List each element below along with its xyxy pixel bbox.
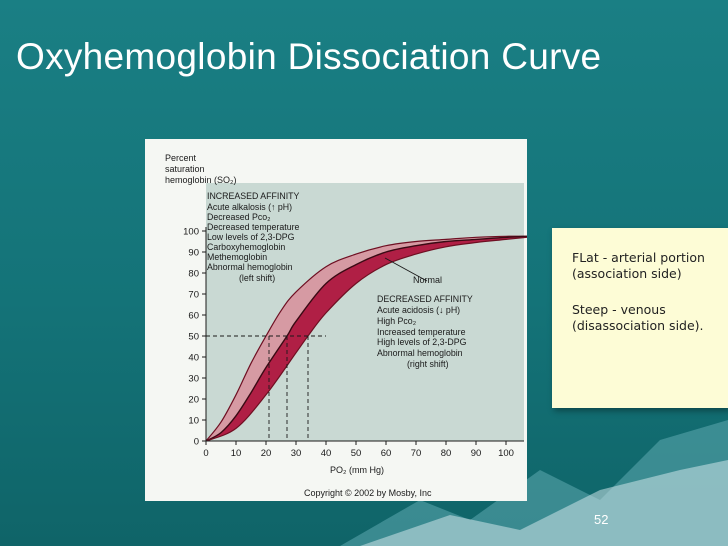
figure-panel: 0 10 20 30 40 50 60 70 80 90 100 0 10 20 30 40 50 60 70 80… bbox=[145, 139, 527, 501]
x-ticks: 0 10 20 30 40 50 60 70 80 90 100 bbox=[203, 441, 514, 459]
y-axis-label-1: Percent bbox=[165, 153, 197, 163]
increased-affinity-footer: (left shift) bbox=[239, 273, 275, 283]
copyright-text: Copyright © 2002 by Mosby, Inc bbox=[304, 488, 432, 498]
y-tick-label: 60 bbox=[188, 311, 199, 322]
right-shift-band bbox=[206, 236, 527, 441]
y-tick-label: 30 bbox=[188, 374, 199, 385]
decreased-affinity-item: High Pco₂ bbox=[377, 316, 416, 326]
y-tick-label: 100 bbox=[183, 227, 199, 238]
y-tick-label: 80 bbox=[188, 269, 199, 280]
curve-lines bbox=[205, 235, 527, 442]
decreased-affinity-item: High levels of 2,3-DPG bbox=[377, 337, 467, 347]
x-tick-label: 10 bbox=[231, 448, 242, 459]
increased-affinity-item: Acute alkalosis (↑ pH) bbox=[207, 202, 292, 212]
y-tick-label: 70 bbox=[188, 290, 199, 301]
x-tick-label: 80 bbox=[441, 448, 452, 459]
series-line-2 bbox=[205, 235, 527, 442]
increased-affinity-item: Methemoglobin bbox=[207, 252, 267, 262]
note-line-4: (disassociation side). bbox=[572, 318, 704, 333]
decreased-affinity-item: Acute acidosis (↓ pH) bbox=[377, 305, 460, 315]
y-axis-label-3: hemoglobin (SO₂) bbox=[165, 175, 237, 185]
increased-affinity-item: Decreased Pco₂ bbox=[207, 212, 271, 222]
normal-pointer bbox=[384, 257, 428, 282]
y-tick-label: 0 bbox=[194, 437, 199, 448]
normal-label: Normal bbox=[413, 275, 442, 285]
decreased-affinity-footer: (right shift) bbox=[407, 359, 449, 369]
left-shift-band bbox=[206, 236, 527, 441]
increased-affinity-item: Decreased temperature bbox=[207, 222, 300, 232]
note-line-2: (association side) bbox=[572, 266, 682, 281]
sticky-note: FLat - arterial portion (association sid… bbox=[552, 228, 728, 408]
note-line-3: Steep - venous bbox=[572, 302, 666, 317]
x-tick-label: 20 bbox=[261, 448, 272, 459]
dissociation-chart: 0 10 20 30 40 50 60 70 80 90 100 0 10 20 30 40 50 60 70 80… bbox=[165, 153, 527, 498]
x-tick-label: 0 bbox=[203, 448, 208, 459]
increased-affinity-item: Carboxyhemoglobin bbox=[207, 242, 285, 252]
y-ticks: 0 10 20 30 40 50 60 70 80 90 100 bbox=[183, 227, 206, 448]
x-tick-label: 100 bbox=[498, 448, 514, 459]
decreased-affinity-heading: DECREASED AFFINITY bbox=[377, 294, 473, 304]
plot-area-top bbox=[206, 183, 524, 233]
slide-title: Oxyhemoglobin Dissociation Curve bbox=[16, 36, 602, 77]
series-line-1 bbox=[205, 235, 527, 442]
x-tick-label: 60 bbox=[381, 448, 392, 459]
x-tick-label: 40 bbox=[321, 448, 332, 459]
affinity-bands bbox=[206, 236, 527, 441]
reference-lines bbox=[206, 335, 326, 441]
x-tick-label: 70 bbox=[411, 448, 422, 459]
decreased-affinity-item: Abnormal hemoglobin bbox=[377, 348, 463, 358]
y-tick-label: 90 bbox=[188, 248, 199, 259]
x-axis-label: PO₂ (mm Hg) bbox=[330, 465, 384, 475]
increased-affinity-item: Abnormal hemoglobin bbox=[207, 262, 293, 272]
y-tick-label: 40 bbox=[188, 353, 199, 364]
series-line-3 bbox=[205, 236, 527, 442]
x-tick-label: 90 bbox=[471, 448, 482, 459]
decreased-affinity-item: Increased temperature bbox=[377, 327, 466, 337]
increased-affinity-item: Low levels of 2,3-DPG bbox=[207, 232, 295, 242]
increased-affinity-heading: INCREASED AFFINITY bbox=[207, 191, 300, 201]
x-tick-label: 30 bbox=[291, 448, 302, 459]
y-axis-label-2: saturation bbox=[165, 164, 205, 174]
y-tick-label: 50 bbox=[188, 332, 199, 343]
slide-number: 52 bbox=[594, 512, 609, 527]
x-tick-label: 50 bbox=[351, 448, 362, 459]
y-tick-label: 10 bbox=[188, 416, 199, 427]
y-tick-label: 20 bbox=[188, 395, 199, 406]
note-line-1: FLat - arterial portion bbox=[572, 250, 705, 265]
